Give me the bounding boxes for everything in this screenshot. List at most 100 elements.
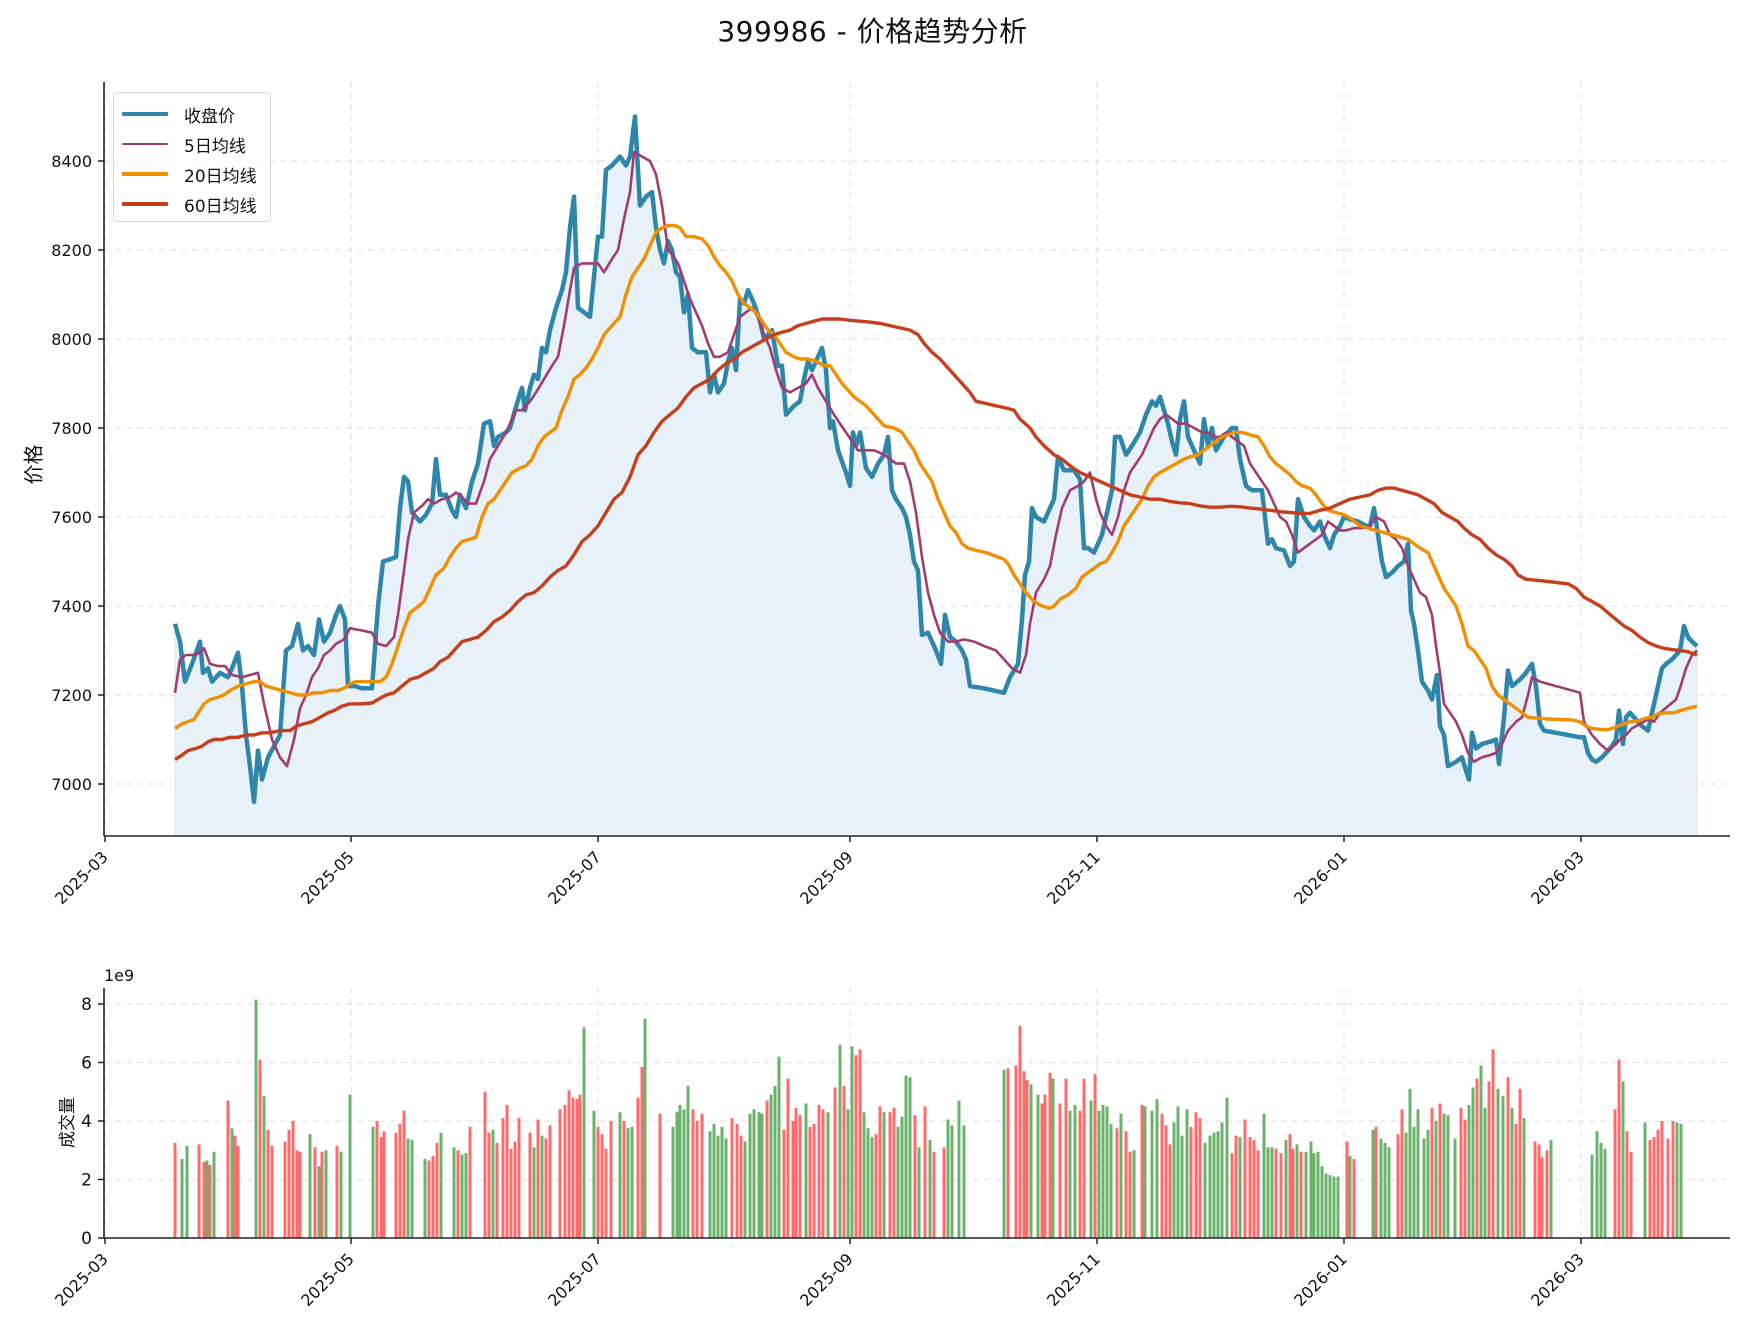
volume-bar	[394, 1132, 398, 1238]
volume-bar	[491, 1129, 495, 1238]
y-tick-label: 7200	[51, 686, 92, 705]
volume-bar	[266, 1129, 270, 1238]
volume-bar	[1537, 1144, 1541, 1238]
volume-bar	[258, 1059, 262, 1238]
volume-bar	[398, 1123, 402, 1238]
close-line-swatch-icon	[122, 112, 168, 116]
volume-bar	[600, 1134, 604, 1238]
volume-bar	[957, 1100, 961, 1238]
volume-bar	[1487, 1081, 1491, 1238]
volume-bar	[604, 1148, 608, 1238]
volume-bar	[487, 1132, 491, 1238]
volume-bar	[1025, 1080, 1029, 1238]
volume-bar	[720, 1126, 724, 1238]
volume-bar	[1105, 1106, 1109, 1238]
price-chart: 7000 7200 7400 7600 7800 8000 8200 8400 2025-03 2…	[51, 82, 1730, 908]
volume-bar	[791, 1121, 795, 1238]
volume-bar	[817, 1104, 821, 1238]
volume-bar	[1496, 1088, 1500, 1238]
volume-bar	[439, 1132, 443, 1238]
volume-bar	[1279, 1153, 1283, 1238]
volume-bar	[1345, 1141, 1349, 1238]
volume-bar	[932, 1151, 936, 1238]
volume-bar	[1089, 1100, 1093, 1238]
volume-bar	[888, 1112, 892, 1238]
volume-bar	[826, 1112, 830, 1238]
volume-bar	[643, 1018, 647, 1238]
volume-bar	[640, 1066, 644, 1238]
volume-bar	[712, 1123, 716, 1238]
volume-bar	[501, 1118, 505, 1238]
legend-label: 5日均线	[184, 136, 246, 157]
volume-bar	[1656, 1129, 1660, 1238]
volume-bar	[456, 1150, 460, 1238]
volume-bar	[1248, 1137, 1252, 1238]
ma60-line-swatch-icon	[122, 202, 168, 206]
volume-bar	[1471, 1087, 1475, 1238]
ma5-line-swatch-icon	[122, 142, 168, 146]
volume-bar	[582, 1027, 586, 1238]
volume-bar	[291, 1121, 295, 1238]
volume-bar	[375, 1121, 379, 1238]
volume-bar	[765, 1100, 769, 1238]
volume-bar	[571, 1097, 575, 1238]
x-tick-label: 2025-05	[297, 1249, 358, 1310]
volume-bar	[773, 1085, 777, 1238]
volume-y-axis-label: 成交量	[58, 1097, 78, 1148]
volume-bar	[567, 1090, 571, 1238]
volume-bar	[320, 1151, 324, 1238]
legend-item-ma5: 5日均线	[122, 129, 262, 159]
y-tick-label: 4	[81, 1112, 92, 1132]
volume-bar	[1189, 1126, 1193, 1238]
volume-bar	[1491, 1049, 1495, 1238]
volume-bar	[548, 1125, 552, 1238]
volume-bar	[335, 1145, 339, 1238]
volume-bar	[1266, 1147, 1270, 1238]
volume-bar	[900, 1116, 904, 1238]
volume-bar	[406, 1138, 410, 1238]
volume-bar	[1463, 1119, 1467, 1238]
x-tick-label: 2025-09	[796, 847, 857, 908]
price-y-axis-label: 价格	[21, 444, 46, 485]
close-line	[172, 114, 1699, 805]
volume-bar	[483, 1091, 487, 1238]
volume-bar	[821, 1109, 825, 1238]
volume-bar	[782, 1129, 786, 1238]
volume-bar	[313, 1147, 317, 1238]
volume-bar	[798, 1115, 802, 1238]
volume-bar	[1185, 1109, 1189, 1238]
volume-bar	[1336, 1176, 1340, 1238]
volume-bar	[917, 1147, 921, 1238]
volume-chart: 0 2 4 6 8 2025-03 2025-05 2025-07 2025-09 2025-11…	[51, 988, 1730, 1310]
volume-bar	[858, 1049, 862, 1238]
volume-bar	[658, 1113, 662, 1238]
volume-bar	[928, 1140, 932, 1238]
volume-bar	[1225, 1097, 1229, 1238]
volume-bar	[1164, 1125, 1168, 1238]
y-tick-label: 6	[81, 1054, 92, 1074]
volume-bar	[1599, 1142, 1603, 1238]
volume-bar	[735, 1123, 739, 1238]
volume-bar	[1379, 1138, 1383, 1238]
volume-bar	[950, 1125, 954, 1238]
x-tick-label: 2025-11	[1043, 847, 1104, 908]
volume-bar	[1101, 1104, 1105, 1238]
volume-bar	[185, 1145, 189, 1238]
volume-bar	[460, 1154, 464, 1238]
volume-bar	[1036, 1094, 1040, 1238]
volume-bar	[236, 1145, 240, 1238]
volume-bar	[298, 1151, 302, 1238]
volume-bar	[1198, 1118, 1202, 1238]
volume-bar	[410, 1140, 414, 1238]
volume-bar	[324, 1150, 328, 1238]
volume-bar	[1404, 1132, 1408, 1238]
volume-bar	[226, 1100, 230, 1238]
volume-bar	[743, 1141, 747, 1238]
volume-bar	[1446, 1115, 1450, 1238]
volume-bar	[1022, 1071, 1026, 1238]
y-tick-label: 7400	[51, 597, 92, 616]
volume-bar	[1666, 1138, 1670, 1238]
volume-bar	[1643, 1122, 1647, 1238]
volume-bar	[578, 1094, 582, 1238]
y-tick-label: 8	[81, 995, 92, 1015]
